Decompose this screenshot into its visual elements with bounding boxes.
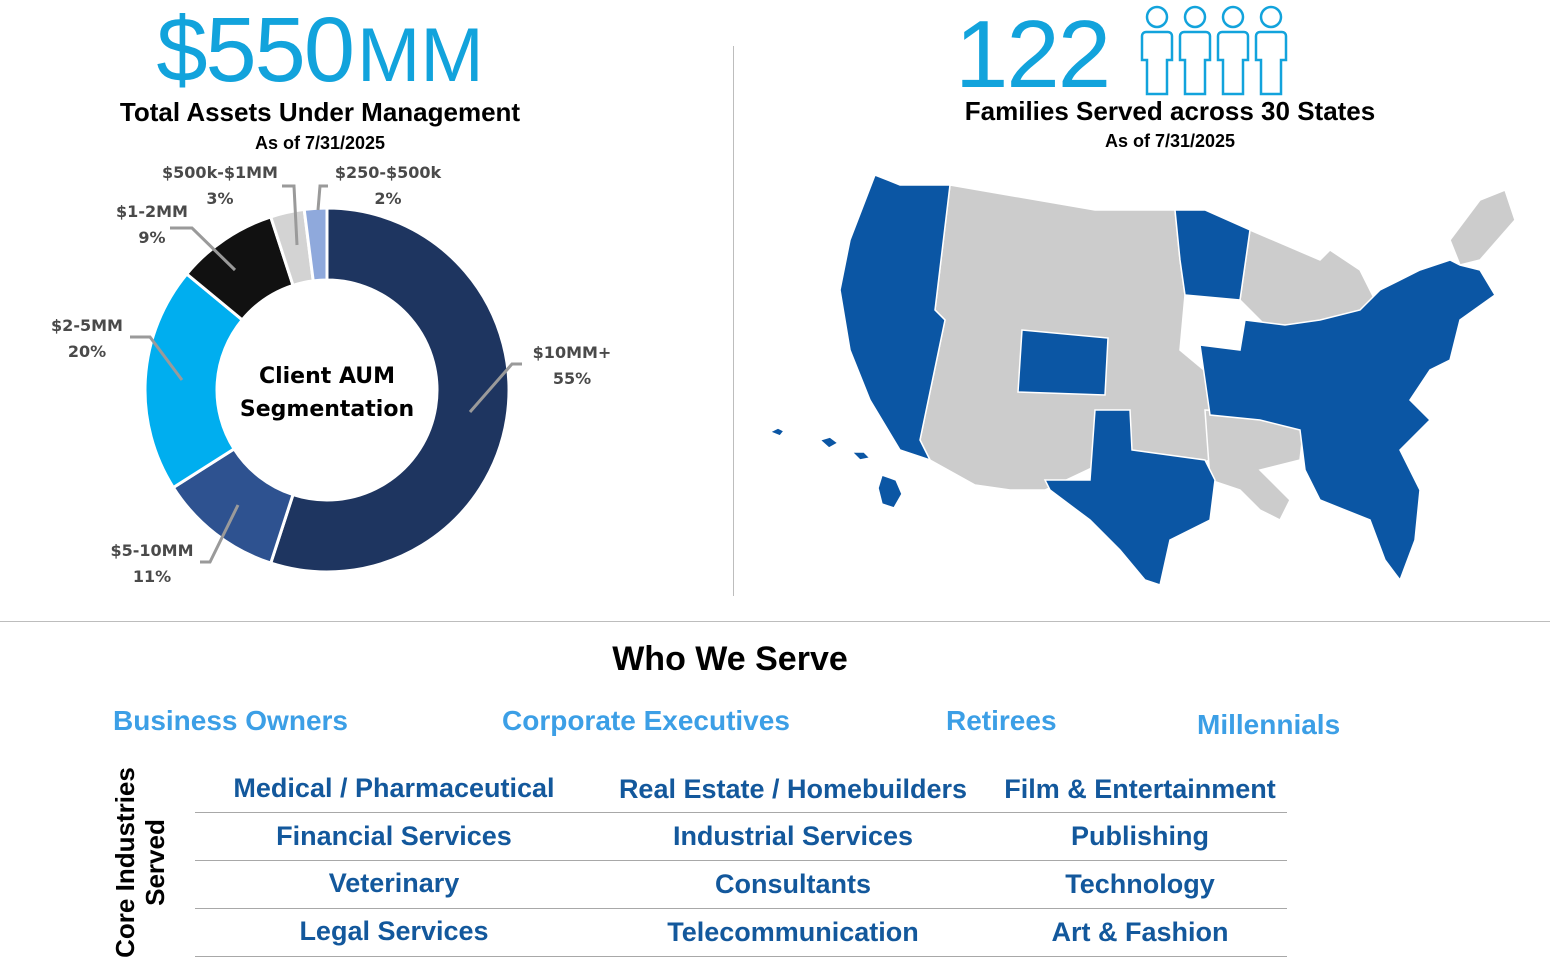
industry-item: Veterinary xyxy=(328,868,460,898)
segment-retirees: Retirees xyxy=(946,705,1057,736)
map-region-maine-vt xyxy=(1449,189,1516,266)
donut-label-2-5mm: $2-5MM xyxy=(51,316,123,335)
donut-label-500k-1mm: $500k-$1MM xyxy=(162,163,278,182)
segment-millennials: Millennials xyxy=(1197,709,1341,740)
donut-label-1-2mm: $1-2MM xyxy=(116,202,188,221)
vertical-divider xyxy=(733,46,734,596)
map-region-colorado xyxy=(1017,329,1109,396)
core-industries-label-line2: Served xyxy=(140,819,170,906)
industry-row-divider xyxy=(195,908,1287,909)
aum-donut-chart: $10MM+ 55% $5-10MM 11% $2-5MM 20% $1-2MM 9% $500… xyxy=(51,163,611,586)
industry-item: Legal Services xyxy=(299,916,489,946)
person-icon xyxy=(1216,5,1250,96)
industry-item: Financial Services xyxy=(276,821,512,851)
segment-business-owners: Business Owners xyxy=(113,705,348,736)
industry-row-divider xyxy=(195,812,1287,813)
map-region-pacific xyxy=(839,174,951,462)
donut-pct-5-10mm: 11% xyxy=(133,567,171,586)
families-as-of: As of 7/31/2025 xyxy=(1104,131,1236,151)
families-title: Families Served across 30 States xyxy=(964,96,1376,126)
industry-item: Art & Fashion xyxy=(1051,917,1229,947)
industry-item: Publishing xyxy=(1071,821,1209,851)
donut-label-250-500k: $250-$500k xyxy=(335,163,442,182)
aum-amount-number: $550 xyxy=(156,0,355,101)
industry-item: Technology xyxy=(1065,869,1215,899)
donut-leader-line xyxy=(316,184,328,211)
aum-as-of: As of 7/31/2025 xyxy=(254,133,386,153)
core-industries-label: Core Industries Served xyxy=(110,760,180,965)
horizontal-divider xyxy=(0,621,1550,622)
industry-row-divider xyxy=(195,956,1287,957)
industry-item: Medical / Pharmaceutical xyxy=(233,773,555,803)
donut-leader-line xyxy=(170,226,237,272)
who-we-serve-title: Who We Serve xyxy=(612,640,848,678)
donut-labels: $10MM+ 55% $5-10MM 11% $2-5MM 20% $1-2MM 9% $500… xyxy=(51,163,611,586)
donut-pct-10mm: 55% xyxy=(553,369,591,388)
donut-pct-1-2mm: 9% xyxy=(138,228,165,247)
donut-leader-line xyxy=(130,335,184,381)
donut-leader-line xyxy=(468,362,522,413)
families-count: 122 xyxy=(955,1,1111,108)
map-region-minnesota xyxy=(1174,209,1251,301)
donut-slice-10mm xyxy=(268,206,511,574)
donut-pct-500k-1mm: 3% xyxy=(206,189,233,208)
donut-center-label-line1: Client AUM xyxy=(259,364,395,389)
industry-item: Telecommunication xyxy=(667,917,919,947)
aum-title: Total Assets Under Management xyxy=(119,97,521,127)
industry-row-divider xyxy=(195,860,1287,861)
industry-item: Consultants xyxy=(714,869,871,899)
aum-amount: $550MM xyxy=(60,0,580,100)
donut-label-10mm: $10MM+ xyxy=(533,343,612,362)
donut-slice-2-5mm xyxy=(143,271,245,490)
donut-slices xyxy=(143,206,511,574)
donut-label-5-10mm: $5-10MM xyxy=(110,541,193,560)
person-icon xyxy=(1178,5,1212,96)
donut-pct-250-500k: 2% xyxy=(374,189,401,208)
donut-slice-250-500k xyxy=(302,206,329,283)
person-icon xyxy=(1254,5,1288,96)
industry-item: Industrial Services xyxy=(672,821,914,851)
donut-leader-line xyxy=(200,504,240,564)
donut-pct-2-5mm: 20% xyxy=(68,342,106,361)
us-states-map xyxy=(768,174,1516,586)
industry-item: Real Estate / Homebuilders xyxy=(618,774,968,804)
person-icon xyxy=(1140,5,1174,96)
aum-amount-unit: MM xyxy=(357,13,484,98)
map-region-hawaii xyxy=(768,427,903,509)
donut-center-label-line2: Segmentation xyxy=(240,397,414,422)
industry-item: Film & Entertainment xyxy=(1004,774,1276,804)
segment-corporate-executives: Corporate Executives xyxy=(502,705,790,736)
map-region-central-east xyxy=(1199,259,1496,582)
donut-leader-line xyxy=(282,184,299,246)
core-industries-label-line1: Core Industries xyxy=(110,767,140,958)
people-icons xyxy=(1140,5,1288,96)
map-region-texas xyxy=(1043,409,1216,586)
donut-leader-lines xyxy=(130,184,522,564)
